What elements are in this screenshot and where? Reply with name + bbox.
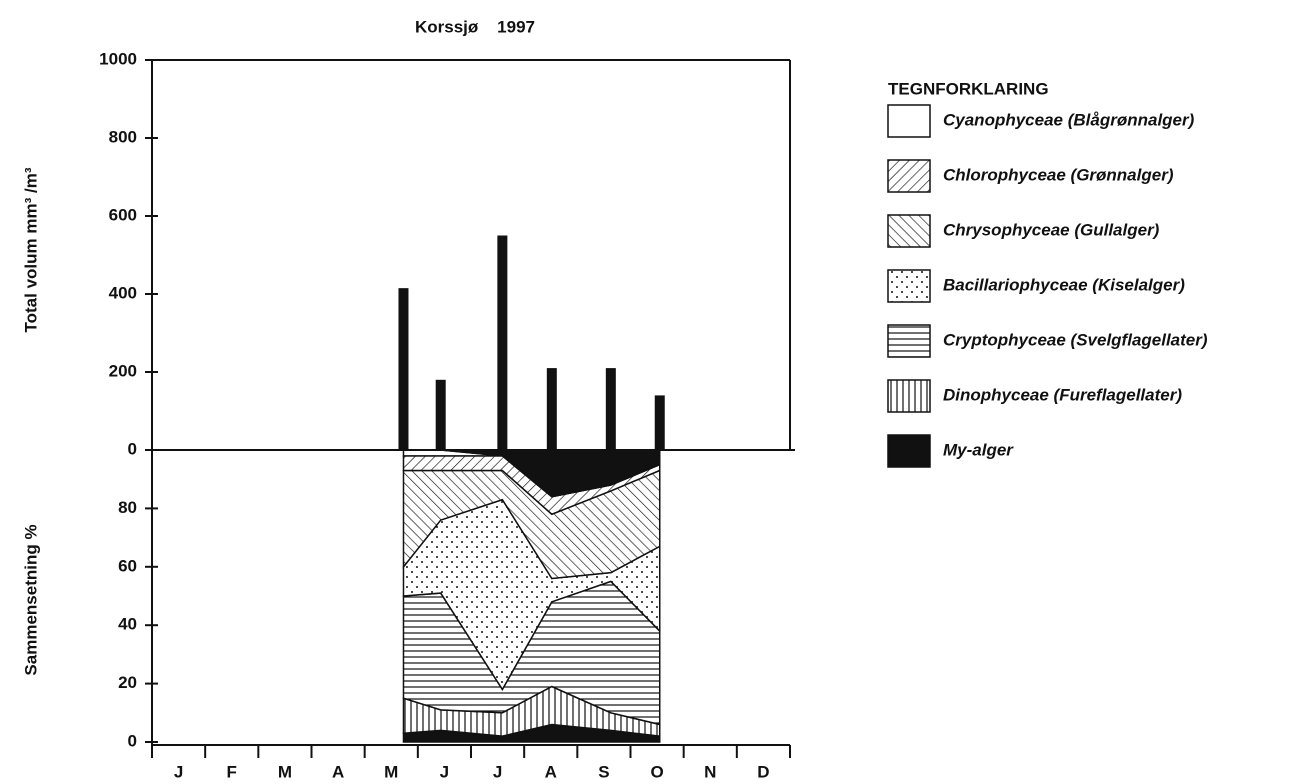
legend-label: Dinophyceae (Fureflagellater) (943, 385, 1182, 404)
legend-swatch (887, 379, 931, 413)
legend-swatch (887, 159, 931, 193)
axes (145, 59, 795, 746)
y-tick-label: 60 (118, 556, 137, 575)
y-tick-label: 600 (109, 205, 137, 224)
bar (497, 235, 508, 450)
x-tick-label: A (332, 762, 344, 781)
legend-label: My-alger (943, 440, 1014, 459)
legend-swatch (887, 269, 931, 303)
y-tick-label: 200 (109, 361, 137, 380)
y-axis-title: Sammensetning % (21, 524, 40, 675)
y-tick-label: 800 (109, 127, 137, 146)
y-tick-label: 0 (128, 439, 137, 458)
x-tick-label: O (650, 762, 663, 781)
chart-title: Korssjø 1997 (415, 17, 535, 36)
x-tick-label: M (384, 762, 398, 781)
x-tick-label: J (493, 762, 502, 781)
bar (435, 379, 446, 450)
x-tick-label: D (757, 762, 769, 781)
y-axis-title: Total volum mm³ /m³ (21, 167, 40, 332)
areas (402, 449, 661, 743)
bar (605, 368, 616, 450)
y-tick-label: 400 (109, 283, 137, 302)
y-tick-label: 0 (128, 731, 137, 750)
x-tick-label: M (278, 762, 292, 781)
x-tick-label: A (545, 762, 557, 781)
legend-label: Bacillariophyceae (Kiselalger) (943, 275, 1185, 294)
legend-label: Chrysophyceae (Gullalger) (943, 220, 1160, 239)
x-tick-label: J (174, 762, 183, 781)
x-tick-label: F (227, 762, 237, 781)
legend-swatch (887, 324, 931, 358)
y-tick-label: 1000 (99, 49, 137, 68)
bar (654, 395, 665, 450)
legend-label: Chlorophyceae (Grønnalger) (943, 165, 1174, 184)
y-tick-label: 80 (118, 498, 137, 517)
y-tick-label: 40 (118, 615, 137, 634)
legend-swatch (887, 214, 931, 248)
legend-title: TEGNFORKLARING (888, 79, 1049, 98)
bar (398, 288, 409, 450)
x-tick-label: N (704, 762, 716, 781)
legend-label: Cyanophyceae (Blågrønnalger) (943, 110, 1195, 129)
x-tick-label: S (598, 762, 609, 781)
x-tick-label: J (440, 762, 449, 781)
bar (546, 368, 557, 450)
legend-label: Cryptophyceae (Svelgflagellater) (943, 330, 1208, 349)
legend-swatch (887, 434, 931, 468)
legend-swatch (887, 104, 931, 138)
y-tick-label: 20 (118, 673, 137, 692)
